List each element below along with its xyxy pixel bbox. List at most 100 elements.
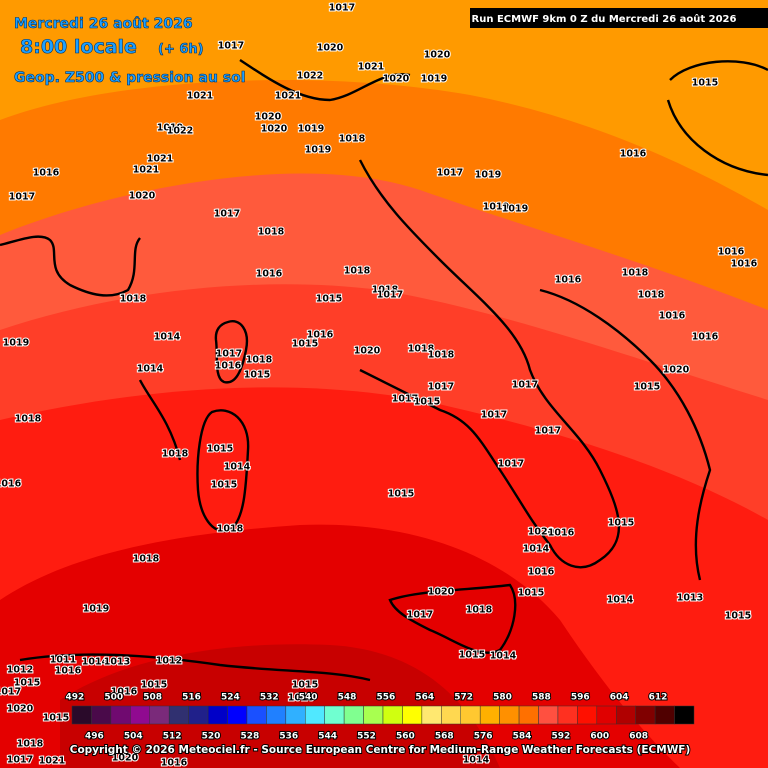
pressure-label: 1014 (154, 332, 181, 343)
pressure-label: 1019 (483, 202, 509, 213)
pressure-label: 1020 (112, 753, 139, 764)
legend-cell (674, 705, 695, 725)
pressure-label: 1017 (481, 410, 507, 421)
legend-cell (91, 705, 112, 725)
map-product: Geop. Z500 & pression au sol (14, 70, 246, 86)
legend-cell (266, 705, 287, 725)
legend-cell (616, 705, 636, 725)
legend-label: 592 (551, 732, 570, 742)
pressure-label: 1020 (428, 587, 455, 598)
pressure-label: 1013 (104, 657, 130, 668)
pressure-label: 1017 (498, 459, 524, 470)
legend-label: 548 (338, 693, 357, 703)
legend-label: 580 (493, 693, 512, 703)
pressure-label: 1016 (0, 479, 22, 490)
pressure-label: 1015 (692, 78, 718, 89)
legend-label: 552 (357, 732, 376, 742)
pressure-label: 1014 (137, 364, 164, 375)
coastlines (0, 59, 768, 682)
legend-cell (382, 705, 403, 725)
pressure-label: 1021 (133, 165, 159, 176)
pressure-label: 1017 (392, 394, 418, 405)
legend-label: 524 (221, 693, 240, 703)
pressure-label: 1017 (512, 380, 538, 391)
pressure-label: 1016 (731, 259, 758, 270)
pressure-label: 1018 (133, 554, 160, 565)
legend-cell (557, 705, 578, 725)
legend-label: 492 (66, 693, 85, 703)
pressure-label: 1016 (256, 269, 283, 280)
pressure-label: 1017 (535, 426, 561, 437)
legend-label: 504 (124, 732, 143, 742)
pressure-label: 1014 (224, 462, 251, 473)
pressure-label: 1018 (162, 449, 189, 460)
legend-label: 588 (532, 693, 551, 703)
pressure-label: 1020 (261, 124, 288, 135)
pressure-label: 1019 (298, 124, 324, 135)
alps-contour (239, 59, 411, 102)
legend-cell (460, 705, 481, 725)
pressure-label: 1015 (141, 680, 167, 691)
pressure-label: 1016 (548, 528, 575, 539)
pressure-label: 1016 (555, 275, 582, 286)
coast-africa (19, 653, 371, 682)
pressure-label: 1018 (120, 294, 147, 305)
coast-balkans (539, 288, 712, 581)
pressure-label: 1018 (428, 350, 455, 361)
pressure-label: 1018 (372, 285, 399, 296)
legend-label: 608 (629, 732, 648, 742)
pressure-label: 1016 (215, 361, 242, 372)
legend-label: 520 (202, 732, 221, 742)
legend-label: 528 (240, 732, 259, 742)
pressure-label: 1017 (214, 209, 240, 220)
pressure-label: 1018 (17, 739, 44, 750)
pressure-label: 1020 (317, 43, 344, 54)
legend-label: 508 (143, 693, 162, 703)
legend-label: 544 (318, 732, 337, 742)
legend-cell (441, 705, 461, 725)
pressure-label: 1017 (0, 687, 21, 698)
isobar-ne-2 (666, 99, 768, 177)
legend-cell (188, 705, 209, 725)
pressure-label: 1012 (7, 665, 33, 676)
pressure-label: 1020 (424, 50, 451, 61)
legend-cell (324, 705, 345, 725)
legend-label: 612 (649, 693, 668, 703)
pressure-label: 1015 (316, 294, 342, 305)
legend-cell (305, 705, 325, 725)
legend-label: 540 (299, 693, 318, 703)
pressure-label: 1015 (43, 713, 69, 724)
pressure-label: 1018 (246, 355, 273, 366)
run-info: Run ECMWF 9km 0 Z du Mercredi 26 août 20… (472, 13, 737, 25)
pressure-label: 1018 (217, 524, 244, 535)
legend-cell (635, 705, 656, 725)
pressure-label: 1016 (718, 247, 745, 258)
pressure-label: 1015 (292, 339, 318, 350)
legend-cell (110, 705, 131, 725)
pressure-label: 1019 (3, 338, 29, 349)
pressure-label: 1021 (187, 91, 213, 102)
run-box (470, 8, 768, 28)
legend-cell (499, 705, 520, 725)
legend-cell (246, 705, 267, 725)
pressure-label: 1016 (111, 687, 138, 698)
legend-cell (227, 705, 248, 725)
pressure-label: 1022 (297, 71, 323, 82)
pressure-label: 1015 (518, 588, 544, 599)
pressure-label: 1014 (490, 651, 517, 662)
pressure-label: 1016 (307, 330, 334, 341)
pressure-label: 1015 (459, 650, 485, 661)
legend-label: 584 (513, 732, 532, 742)
legend-cell (479, 705, 500, 725)
legend-label: 532 (260, 693, 279, 703)
pressure-label: 1017 (216, 349, 242, 360)
pressure-label: 1014 (82, 657, 109, 668)
legend-cell (654, 705, 675, 725)
coast-italy (358, 159, 621, 569)
legend-label: 516 (182, 693, 201, 703)
pressure-label: 1016 (692, 332, 719, 343)
pressure-label: 1012 (156, 656, 182, 667)
coast-iberia (0, 235, 142, 297)
pressure-label: 1015 (388, 489, 414, 500)
legend-cell (168, 705, 189, 725)
